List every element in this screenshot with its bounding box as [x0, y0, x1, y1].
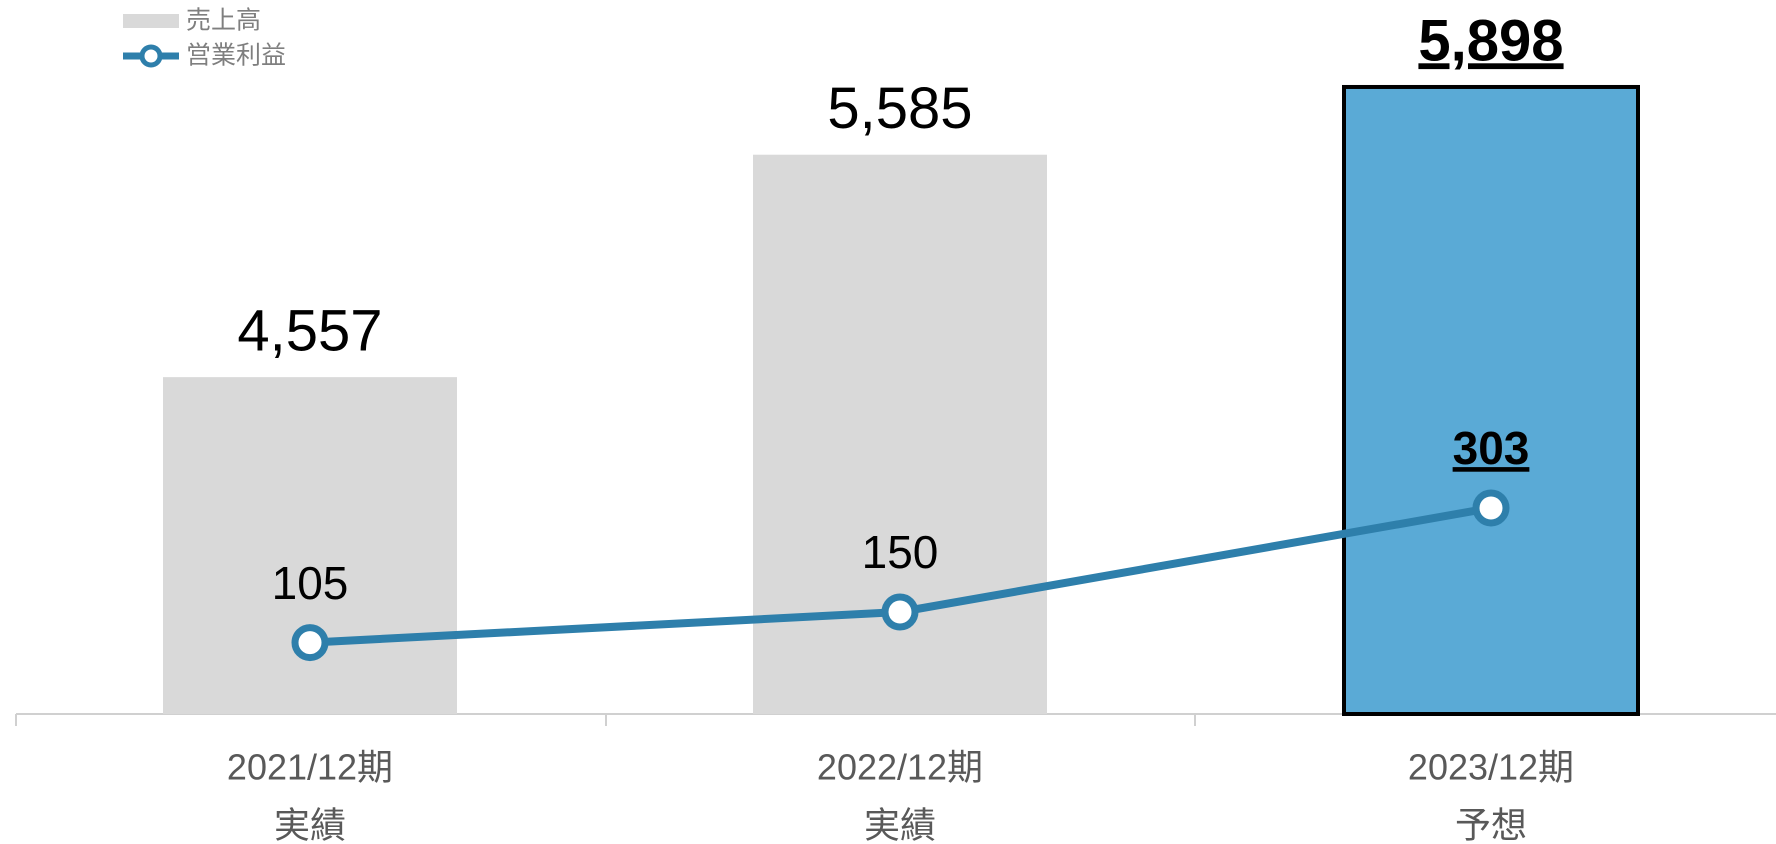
bar-value-label: 5,585 [827, 76, 972, 141]
bar [163, 377, 457, 714]
x-tick-sublabel: 予想 [1455, 805, 1527, 844]
x-tick-label: 2022/12期 [817, 747, 983, 788]
x-tick-sublabel: 実績 [864, 805, 936, 844]
line-value-label: 105 [272, 557, 349, 609]
line-marker [1472, 489, 1510, 527]
bar-value-label: 4,557 [237, 298, 382, 363]
legend-swatch [139, 44, 163, 68]
x-tick-sublabel: 実績 [274, 805, 346, 844]
bar-value-label: 5,898 [1418, 8, 1563, 73]
line-marker [881, 593, 919, 631]
line-marker [291, 624, 329, 662]
bar [1342, 84, 1640, 716]
x-tick-label: 2023/12期 [1408, 747, 1574, 788]
line-value-label: 150 [862, 526, 939, 578]
x-tick-label: 2021/12期 [227, 747, 393, 788]
legend-swatch [123, 14, 179, 28]
line-value-label: 303 [1453, 422, 1530, 474]
legend-label: 売上高 [186, 7, 261, 35]
legend-label: 営業利益 [186, 42, 286, 70]
